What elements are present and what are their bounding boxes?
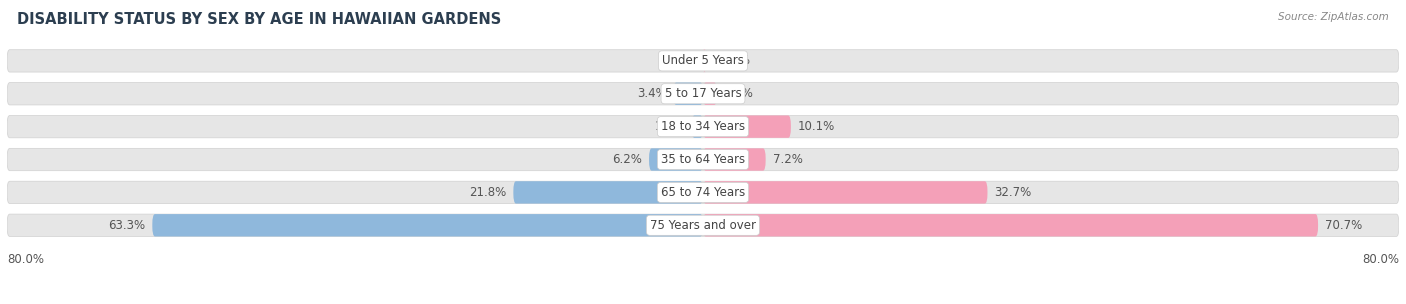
Text: 32.7%: 32.7%: [994, 186, 1032, 199]
FancyBboxPatch shape: [703, 50, 706, 72]
FancyBboxPatch shape: [7, 83, 1399, 105]
FancyBboxPatch shape: [673, 83, 703, 105]
Text: 80.0%: 80.0%: [7, 253, 44, 266]
FancyBboxPatch shape: [703, 116, 790, 138]
FancyBboxPatch shape: [692, 116, 703, 138]
Text: 10.1%: 10.1%: [797, 120, 835, 133]
Text: 6.2%: 6.2%: [612, 153, 643, 166]
Text: 3.4%: 3.4%: [637, 87, 666, 100]
FancyBboxPatch shape: [7, 50, 1399, 72]
Text: 35 to 64 Years: 35 to 64 Years: [661, 153, 745, 166]
Text: 18 to 34 Years: 18 to 34 Years: [661, 120, 745, 133]
FancyBboxPatch shape: [7, 116, 1399, 138]
Text: 1.3%: 1.3%: [655, 120, 685, 133]
Text: DISABILITY STATUS BY SEX BY AGE IN HAWAIIAN GARDENS: DISABILITY STATUS BY SEX BY AGE IN HAWAI…: [17, 12, 501, 27]
Text: 63.3%: 63.3%: [108, 219, 145, 232]
Text: 0.0%: 0.0%: [666, 54, 696, 67]
Text: 65 to 74 Years: 65 to 74 Years: [661, 186, 745, 199]
FancyBboxPatch shape: [703, 148, 766, 171]
FancyBboxPatch shape: [7, 148, 1399, 171]
FancyBboxPatch shape: [152, 214, 703, 237]
Text: 1.6%: 1.6%: [724, 87, 754, 100]
FancyBboxPatch shape: [7, 214, 1399, 237]
FancyBboxPatch shape: [650, 148, 703, 171]
Text: Under 5 Years: Under 5 Years: [662, 54, 744, 67]
FancyBboxPatch shape: [513, 181, 703, 204]
Text: 0.33%: 0.33%: [713, 54, 749, 67]
Text: Source: ZipAtlas.com: Source: ZipAtlas.com: [1278, 12, 1389, 22]
FancyBboxPatch shape: [703, 181, 987, 204]
Text: 7.2%: 7.2%: [773, 153, 803, 166]
Text: 80.0%: 80.0%: [1362, 253, 1399, 266]
Text: 21.8%: 21.8%: [470, 186, 506, 199]
FancyBboxPatch shape: [703, 83, 717, 105]
FancyBboxPatch shape: [703, 214, 1317, 237]
Text: 70.7%: 70.7%: [1324, 219, 1362, 232]
Text: 75 Years and over: 75 Years and over: [650, 219, 756, 232]
Text: 5 to 17 Years: 5 to 17 Years: [665, 87, 741, 100]
FancyBboxPatch shape: [7, 181, 1399, 204]
